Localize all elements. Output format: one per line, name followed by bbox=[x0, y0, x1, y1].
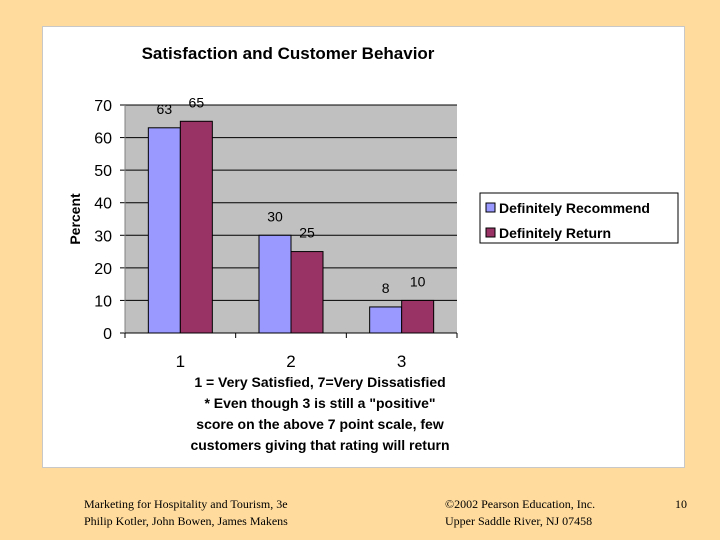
y-tick-label: 70 bbox=[94, 98, 112, 115]
data-label: 8 bbox=[382, 280, 390, 296]
footer-address: Upper Saddle River, NJ 07458 bbox=[445, 514, 593, 528]
footer-book-title: Marketing for Hospitality and Tourism, 3… bbox=[84, 497, 288, 511]
bar bbox=[401, 299, 435, 334]
bar bbox=[147, 127, 181, 334]
y-axis-label: Percent bbox=[67, 193, 83, 245]
x-tick-label: 3 bbox=[397, 352, 406, 371]
legend-swatch bbox=[485, 202, 496, 213]
data-label: 63 bbox=[157, 101, 173, 117]
y-tick-label: 60 bbox=[94, 131, 112, 148]
legend-box bbox=[479, 192, 679, 244]
legend-label: Definitely Recommend bbox=[499, 200, 650, 216]
y-tick-label: 10 bbox=[94, 293, 112, 310]
data-label: 30 bbox=[267, 208, 283, 224]
chart-panel: Satisfaction and Customer Behavior 0 10 20… bbox=[42, 26, 685, 468]
x-tick-label: 1 bbox=[176, 352, 185, 371]
y-axis: 0 10 20 30 40 50 60 70 bbox=[94, 98, 126, 343]
footer-copyright: ©2002 Pearson Education, Inc. bbox=[445, 497, 596, 511]
bar bbox=[290, 251, 324, 334]
data-label: 10 bbox=[410, 273, 426, 289]
y-tick-label: 0 bbox=[103, 326, 112, 343]
note-line: * Even though 3 is still a "positive" bbox=[204, 395, 435, 411]
y-tick-label: 40 bbox=[94, 196, 112, 213]
bar bbox=[369, 306, 403, 334]
x-tick-label: 2 bbox=[286, 352, 295, 371]
note-line: 1 = Very Satisfied, 7=Very Dissatisfied bbox=[194, 374, 445, 390]
legend-swatch bbox=[485, 227, 496, 238]
bar bbox=[258, 234, 292, 334]
footer-center: ©2002 Pearson Education, Inc. Upper Sadd… bbox=[445, 496, 595, 530]
x-axis: 1 2 3 bbox=[124, 332, 458, 371]
footer-page-number: 10 bbox=[675, 497, 687, 511]
note-line: score on the above 7 point scale, few bbox=[196, 416, 444, 432]
legend: Definitely Recommend Definitely Return bbox=[479, 192, 679, 244]
note-line: customers giving that rating will return bbox=[190, 437, 449, 453]
data-label: 65 bbox=[189, 94, 205, 110]
y-tick-label: 50 bbox=[94, 163, 112, 180]
bar-chart: Satisfaction and Customer Behavior 01020… bbox=[67, 44, 679, 453]
bar bbox=[179, 120, 213, 334]
footer-left: Marketing for Hospitality and Tourism, 3… bbox=[84, 496, 288, 530]
data-label: 25 bbox=[299, 225, 315, 241]
chart-title: Satisfaction and Customer Behavior bbox=[142, 44, 435, 63]
chart-notes: 1 = Very Satisfied, 7=Very Dissatisfied *… bbox=[190, 374, 449, 453]
footer-authors: Philip Kotler, John Bowen, James Makens bbox=[84, 514, 288, 528]
legend-label: Definitely Return bbox=[499, 225, 611, 241]
bars: 63 65 30 25 8 10 bbox=[147, 94, 435, 334]
y-tick-label: 30 bbox=[94, 228, 112, 245]
y-tick-label: 20 bbox=[94, 261, 112, 278]
